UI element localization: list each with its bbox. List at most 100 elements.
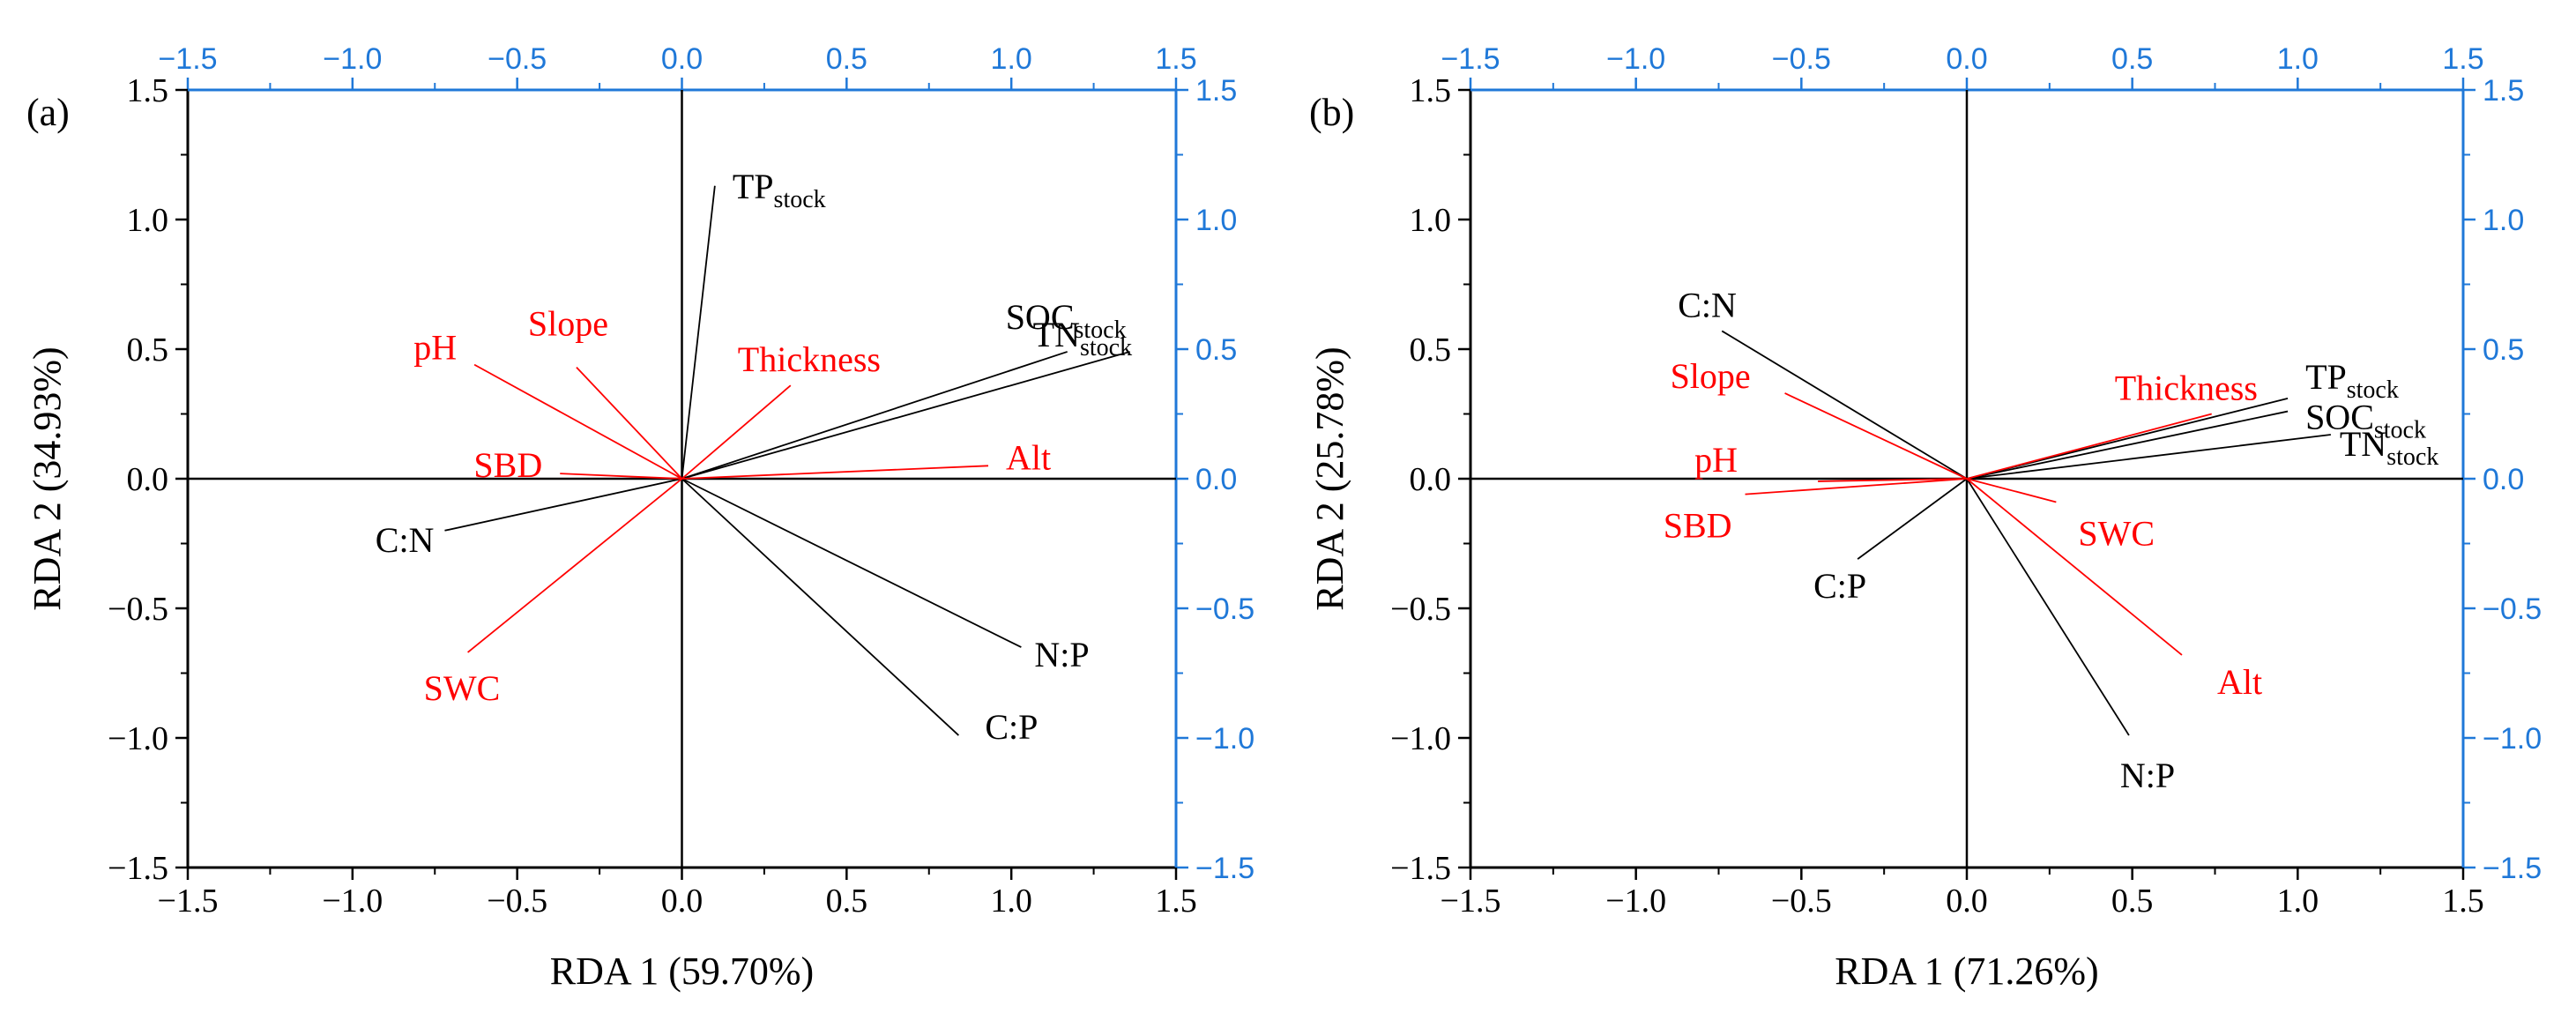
y-tick-label-right: 0.5 — [2483, 333, 2524, 367]
y-tick-label-right: 0.0 — [1195, 463, 1237, 496]
vector-label-name: Slope — [1671, 356, 1751, 396]
panel-label: (a) — [26, 91, 70, 134]
vector-slope: Slope — [528, 304, 683, 480]
vector-thickness: Thickness — [1966, 369, 2258, 480]
vector-line — [681, 185, 716, 480]
vector-label-name: Thickness — [2115, 369, 2258, 408]
vector-line — [1721, 330, 1968, 480]
x-tick-label-top: −1.0 — [323, 42, 382, 76]
vector-line — [1966, 478, 2057, 503]
x-tick-label-top: 1.5 — [1155, 42, 1196, 76]
vector-line — [1857, 478, 1968, 560]
vector-label: Thickness — [2115, 369, 2258, 408]
vector-label: Slope — [1671, 356, 1751, 396]
vector-label: Thickness — [738, 339, 881, 379]
y-tick-label-right: −1.5 — [2483, 852, 2542, 885]
vector-c-n: C:N — [1678, 285, 1968, 480]
x-tick-label-bottom: −0.5 — [487, 883, 547, 920]
vector-line — [681, 478, 1022, 648]
y-tick-label-left: −1.0 — [1390, 720, 1451, 757]
vector-line — [1966, 413, 2212, 480]
y-tick-label-left: 0.5 — [127, 331, 169, 369]
y-tick-label-right: −0.5 — [1195, 592, 1254, 626]
vector-thickness: Thickness — [681, 339, 881, 480]
vector-label-subscript: stock — [2374, 417, 2426, 444]
x-tick-label-top: −0.5 — [488, 42, 547, 76]
vector-c-p: C:P — [681, 478, 1038, 747]
y-tick-label-left: 1.5 — [1410, 72, 1452, 109]
y-tick-label-right: 1.5 — [2483, 74, 2524, 108]
vector-line — [560, 473, 682, 480]
y-tick-label-left: −1.5 — [108, 850, 168, 887]
vector-label: C:P — [985, 707, 1038, 747]
vector-label: pH — [1694, 440, 1738, 480]
vector-label-name: pH — [413, 328, 457, 368]
x-tick-label-bottom: 1.5 — [1155, 883, 1197, 920]
vector-line — [681, 478, 959, 736]
vector-label-name: SOC — [1006, 297, 1075, 337]
vector-label: Alt — [1006, 437, 1051, 477]
vector-line — [1966, 410, 2289, 480]
x-tick-label-bottom: 1.5 — [2442, 883, 2484, 920]
x-tick-label-top: 0.0 — [1946, 42, 1987, 76]
vector-line — [1818, 478, 1968, 482]
vector-line — [1966, 434, 2331, 480]
y-tick-label-right: 0.5 — [1195, 333, 1237, 367]
vector-label: N:P — [1034, 635, 1089, 674]
y-axis-title: RDA 2 (34.93%) — [26, 346, 69, 610]
y-tick-label-left: 0.0 — [1410, 461, 1452, 498]
y-tick-label-left: 1.0 — [127, 202, 169, 239]
vector-label: TPstock — [733, 167, 826, 213]
vector-soc: SOCstock — [681, 297, 1127, 480]
vector-label-name: SOC — [2305, 398, 2374, 437]
vector-label-subscript: stock — [1075, 317, 1127, 344]
vector-line — [444, 478, 682, 532]
vector-label: SBD — [473, 445, 542, 485]
x-tick-label-top: 0.0 — [661, 42, 703, 76]
panel-a: −1.5−1.5−1.5 −1.5−1.0−1.0−1.0 −1.0−0.5−0.5… — [26, 42, 1254, 993]
x-tick-label-bottom: 0.5 — [2111, 883, 2154, 920]
vector-label-name: TP — [733, 167, 774, 206]
vector-label-subscript: stock — [2386, 443, 2438, 471]
y-tick-label-left: −0.5 — [1390, 591, 1451, 628]
x-tick-label-top: −0.5 — [1772, 42, 1831, 76]
vector-label-name: TN — [1033, 315, 1080, 354]
x-tick-label-top: −1.5 — [158, 42, 217, 76]
x-tick-label-bottom: −1.0 — [322, 883, 383, 920]
vector-swc: SWC — [1966, 478, 2155, 553]
vector-label-name: TP — [2305, 357, 2347, 397]
vector-n-p: N:P — [1966, 478, 2175, 795]
vector-label-name: N:P — [2120, 756, 2175, 795]
vector-label: C:P — [1813, 566, 1866, 606]
vector-label-name: pH — [1694, 440, 1738, 480]
vector-tp: TPstock — [681, 167, 826, 480]
vector-n-p: N:P — [681, 478, 1090, 674]
x-tick-label-bottom: −1.5 — [1441, 883, 1501, 920]
vector-label-subscript: stock — [774, 186, 826, 213]
vector-label: SBD — [1664, 506, 1732, 546]
x-tick-label-top: −1.0 — [1606, 42, 1665, 76]
vector-label-name: Alt — [1006, 437, 1051, 477]
vector-label-name: Alt — [2217, 662, 2262, 702]
y-axis-title: RDA 2 (25.78%) — [1308, 346, 1351, 610]
vector-sbd: SBD — [1664, 478, 1968, 546]
vector-label: N:P — [2120, 756, 2175, 795]
x-tick-label-bottom: 0.5 — [826, 883, 868, 920]
vector-line — [1745, 478, 1968, 495]
vector-sbd: SBD — [473, 445, 682, 485]
vector-label: C:N — [376, 520, 435, 560]
panel-b: −1.5−1.5−1.5 −1.5−1.0−1.0−1.0 −1.0−0.5−0.5… — [1308, 42, 2542, 993]
vector-label-name: C:P — [985, 707, 1038, 747]
vector-slope: Slope — [1671, 356, 1968, 480]
vector-alt: Alt — [681, 437, 1051, 480]
x-tick-label-top: 0.5 — [2111, 42, 2153, 76]
y-tick-label-left: 0.5 — [1410, 331, 1452, 369]
vector-label: TNstock — [1033, 315, 1132, 361]
panel-label: (b) — [1309, 91, 1354, 134]
vector-label: pH — [413, 328, 457, 368]
vector-label-name: SBD — [1664, 506, 1732, 546]
y-tick-label-right: −1.0 — [1195, 722, 1254, 756]
vector-label-name: SWC — [424, 668, 501, 708]
vector-tn: TNstock — [1966, 424, 2438, 480]
